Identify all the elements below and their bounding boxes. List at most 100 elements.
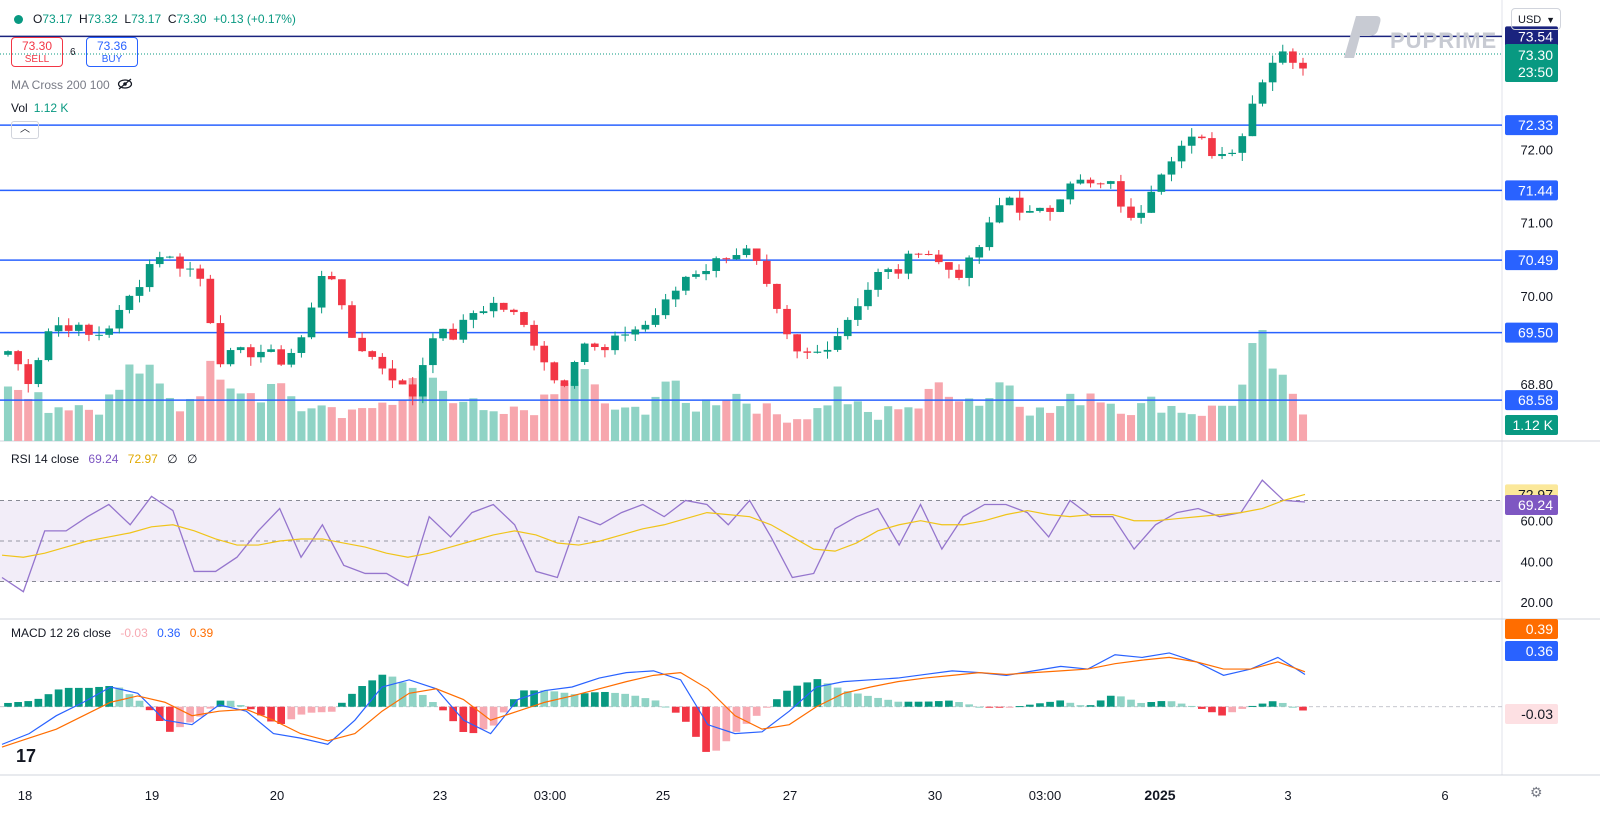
macd-histogram-bar (570, 694, 579, 707)
price-tick-label: 70.00 (1520, 289, 1553, 304)
volume-bar (570, 381, 579, 441)
volume-bar (560, 382, 569, 441)
macd-histogram-bar (601, 691, 609, 707)
candle-body (54, 325, 63, 332)
volume-bar (358, 408, 367, 441)
macd-histogram-bar (125, 694, 134, 707)
volume-bar (934, 382, 943, 441)
candle-body (1268, 62, 1277, 83)
macd-histogram-bar (226, 700, 235, 707)
candle-body (914, 253, 923, 255)
volume-bar (590, 384, 599, 441)
macd-histogram-bar (439, 706, 447, 711)
macd-histogram-bar (64, 687, 73, 707)
volume-bar (1106, 403, 1115, 441)
volume-bar (135, 373, 144, 441)
candle-body (115, 309, 124, 329)
volume-bar (3, 386, 13, 441)
candle-body (459, 319, 468, 340)
buy-button[interactable]: 73.36 BUY (86, 37, 138, 67)
macd-histogram-bar (267, 706, 275, 722)
candle-body (1238, 136, 1247, 153)
level-price-label: 69.50 (1518, 325, 1553, 341)
macd-histogram-bar (934, 701, 943, 707)
macd-histogram-bar (1157, 701, 1166, 707)
macd-histogram-bar (945, 700, 953, 707)
sell-button[interactable]: 73.30 SELL (11, 37, 63, 67)
candle-body (853, 306, 862, 320)
chevron-up-icon: ︿ (20, 124, 30, 135)
macd-histogram-bar (985, 706, 994, 708)
candle-body (1096, 183, 1105, 185)
candle-body (1218, 153, 1226, 157)
macd-histogram-bar (429, 702, 437, 707)
volume-bar (702, 399, 711, 441)
volume-bar (175, 411, 185, 441)
rsi-tick-label: 60.00 (1520, 514, 1553, 529)
candle-body (297, 337, 306, 353)
eye-hidden-icon[interactable] (117, 78, 133, 90)
candle-body (934, 254, 943, 263)
volume-bar (540, 394, 549, 441)
volume-bar (712, 405, 721, 441)
candle-body (985, 222, 994, 248)
volume-bar (84, 409, 93, 441)
candle-body (1289, 51, 1297, 63)
time-tick-label: 3 (1284, 788, 1291, 803)
volume-bar (1268, 368, 1277, 441)
macd-histogram-bar (722, 706, 731, 742)
candle-body (550, 362, 559, 381)
volume-bar (277, 383, 286, 441)
candle-body (995, 205, 1004, 223)
macd-histogram-bar (843, 691, 852, 707)
candle-body (631, 329, 640, 335)
level-price-tag (1505, 390, 1558, 411)
volume-bar (519, 410, 529, 441)
volume-legend: Vol 1.12 K (11, 101, 68, 115)
volume-bar (1046, 412, 1055, 441)
candle-body (449, 328, 458, 340)
macd-histogram-bar (1238, 706, 1247, 709)
macd-histogram-bar (621, 693, 629, 707)
candle-body (226, 350, 235, 365)
candle-body (651, 315, 660, 325)
volume-bar (641, 414, 650, 441)
macd-histogram-bar (14, 702, 22, 707)
candle-body (1025, 210, 1034, 213)
candle-body (145, 264, 154, 288)
volume-bar (1015, 406, 1024, 441)
macd-histogram-bar (1177, 703, 1186, 707)
settings-gear-icon[interactable]: ⚙ (1530, 784, 1543, 800)
candle-body (206, 278, 215, 324)
tradingview-logo-icon[interactable]: 17 (16, 746, 37, 766)
volume-bar (772, 414, 781, 441)
volume-bar (469, 398, 478, 441)
macd-legend: MACD 12 26 close -0.03 0.36 0.39 (11, 626, 213, 640)
volume-bar (863, 411, 873, 441)
candle-body (783, 308, 791, 335)
candle-body (530, 324, 538, 346)
volume-bar (1278, 374, 1287, 441)
candle-body (1177, 145, 1186, 162)
volume-bar (823, 405, 832, 441)
time-tick-label: 19 (145, 788, 159, 803)
candle-body (1137, 212, 1145, 218)
ma-cross-legend[interactable]: MA Cross 200 100 (11, 78, 133, 92)
macd-histogram-bar (1299, 706, 1307, 711)
volume-bar (115, 389, 124, 441)
macd-histogram-bar (641, 698, 650, 707)
level-price-label: 71.44 (1518, 182, 1553, 198)
macd-histogram-bar (4, 702, 12, 707)
ohlc-legend: O73.17 H73.32 L73.17 C73.30 +0.13 (+0.17… (14, 12, 296, 26)
collapse-legend-button[interactable]: ︿ (11, 121, 39, 139)
volume-bar (894, 409, 903, 441)
candle-body (479, 311, 488, 314)
currency-select[interactable]: USD ▼ (1511, 8, 1561, 30)
macd-histogram-bar (510, 699, 518, 707)
macd-histogram-bar (418, 694, 427, 707)
candle-body (955, 269, 963, 278)
macd-histogram-bar (1046, 701, 1054, 707)
volume-bar (1197, 415, 1206, 441)
volume-bar (267, 383, 276, 441)
